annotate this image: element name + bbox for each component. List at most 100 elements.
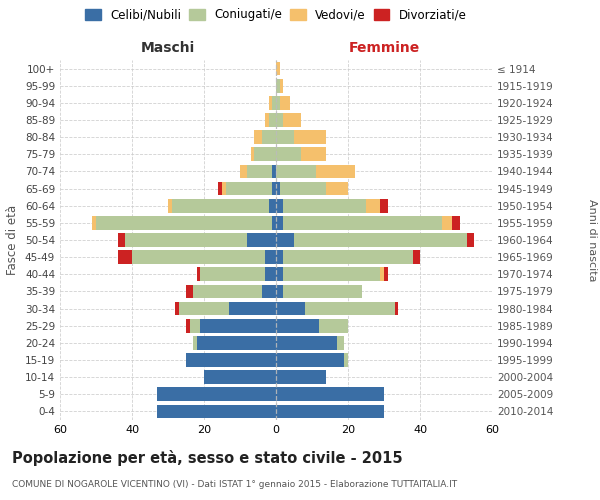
Bar (222, 182, 226, 196)
Bar (380, 268, 384, 281)
Bar (179, 302, 229, 316)
Bar (204, 370, 276, 384)
Bar (157, 388, 276, 401)
Bar (132, 250, 265, 264)
Bar (272, 96, 276, 110)
Bar (366, 199, 380, 212)
Bar (319, 319, 348, 332)
Bar (118, 250, 132, 264)
Bar (265, 268, 276, 281)
Legend: Celibi/Nubili, Coniugati/e, Vedovi/e, Divorziati/e: Celibi/Nubili, Coniugati/e, Vedovi/e, Di… (83, 6, 469, 24)
Bar (276, 302, 305, 316)
Bar (276, 353, 344, 367)
Bar (251, 148, 254, 161)
Bar (276, 113, 283, 127)
Bar (452, 216, 460, 230)
Bar (283, 250, 413, 264)
Bar (186, 319, 190, 332)
Bar (276, 79, 280, 92)
Bar (276, 336, 337, 349)
Bar (175, 302, 179, 316)
Bar (197, 268, 200, 281)
Bar (283, 199, 366, 212)
Bar (276, 216, 283, 230)
Bar (301, 148, 326, 161)
Text: Maschi: Maschi (141, 41, 195, 55)
Bar (272, 216, 276, 230)
Bar (276, 199, 283, 212)
Bar (96, 216, 272, 230)
Bar (265, 250, 276, 264)
Bar (272, 182, 276, 196)
Bar (294, 130, 326, 144)
Bar (190, 319, 200, 332)
Bar (240, 164, 247, 178)
Bar (442, 216, 452, 230)
Text: Anni di nascita: Anni di nascita (587, 198, 597, 281)
Bar (276, 164, 316, 178)
Bar (337, 336, 344, 349)
Bar (276, 130, 294, 144)
Bar (262, 284, 276, 298)
Bar (269, 199, 276, 212)
Bar (125, 233, 247, 247)
Bar (272, 164, 276, 178)
Bar (283, 113, 301, 127)
Bar (262, 130, 276, 144)
Bar (395, 302, 398, 316)
Bar (384, 268, 388, 281)
Bar (380, 199, 388, 212)
Bar (280, 182, 326, 196)
Bar (326, 182, 348, 196)
Bar (186, 284, 193, 298)
Bar (294, 233, 467, 247)
Bar (276, 62, 280, 76)
Bar (197, 336, 276, 349)
Bar (172, 199, 269, 212)
Bar (344, 353, 348, 367)
Bar (218, 182, 222, 196)
Bar (276, 250, 283, 264)
Bar (200, 319, 276, 332)
Bar (254, 130, 262, 144)
Bar (247, 233, 276, 247)
Text: Popolazione per età, sesso e stato civile - 2015: Popolazione per età, sesso e stato civil… (12, 450, 403, 466)
Bar (226, 182, 272, 196)
Bar (265, 113, 269, 127)
Bar (200, 268, 265, 281)
Bar (92, 216, 96, 230)
Bar (276, 96, 280, 110)
Bar (254, 148, 276, 161)
Bar (283, 284, 362, 298)
Bar (280, 79, 283, 92)
Bar (269, 113, 276, 127)
Bar (276, 319, 319, 332)
Bar (269, 96, 272, 110)
Bar (276, 182, 280, 196)
Text: COMUNE DI NOGAROLE VICENTINO (VI) - Dati ISTAT 1° gennaio 2015 - Elaborazione TU: COMUNE DI NOGAROLE VICENTINO (VI) - Dati… (12, 480, 457, 489)
Bar (193, 336, 197, 349)
Bar (276, 148, 301, 161)
Bar (316, 164, 355, 178)
Bar (280, 96, 290, 110)
Bar (247, 164, 272, 178)
Bar (276, 388, 384, 401)
Text: Femmine: Femmine (349, 41, 419, 55)
Bar (276, 370, 326, 384)
Bar (276, 404, 384, 418)
Bar (229, 302, 276, 316)
Bar (186, 353, 276, 367)
Bar (157, 404, 276, 418)
Bar (276, 268, 283, 281)
Bar (283, 268, 380, 281)
Bar (118, 233, 125, 247)
Bar (276, 284, 283, 298)
Bar (276, 233, 294, 247)
Bar (305, 302, 395, 316)
Bar (283, 216, 442, 230)
Bar (193, 284, 262, 298)
Bar (168, 199, 172, 212)
Y-axis label: Fasce di età: Fasce di età (7, 205, 19, 275)
Bar (467, 233, 474, 247)
Bar (413, 250, 420, 264)
